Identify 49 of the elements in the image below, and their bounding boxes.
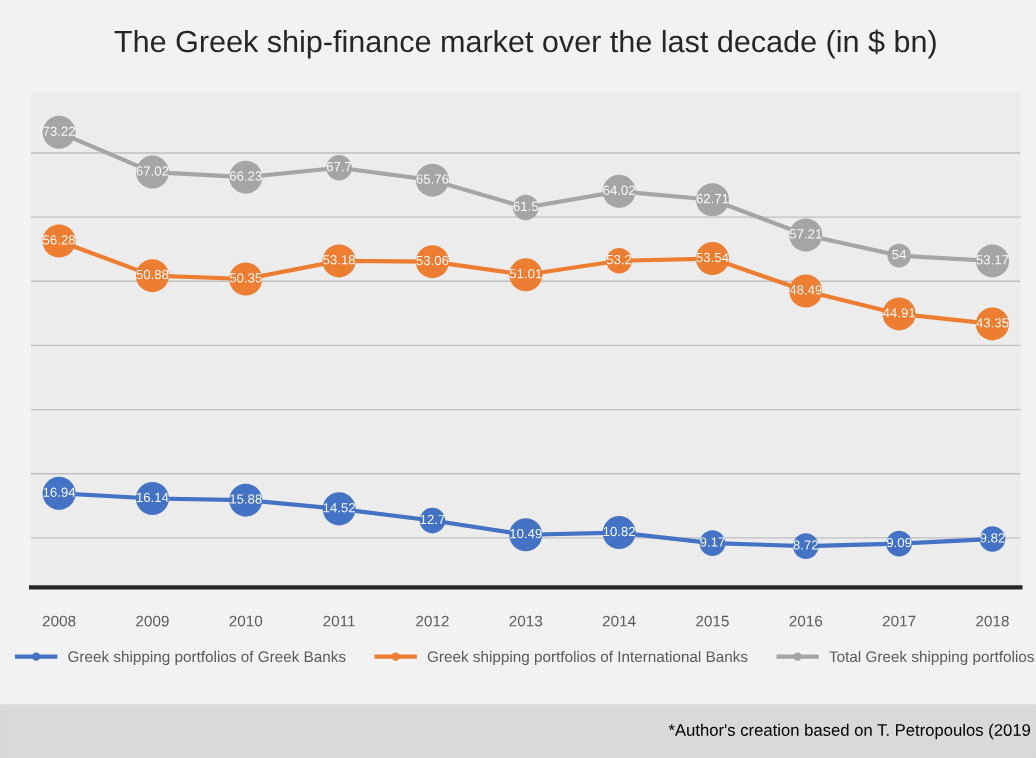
data-label: 10.49 xyxy=(510,528,542,539)
legend-label: Greek shipping portfolios of International Banks xyxy=(427,650,748,666)
text: *Author's creation based on T. Petropoulos (2019 xyxy=(668,723,1031,740)
data-label: 54 xyxy=(892,249,907,260)
x-tick-label: 2017 xyxy=(882,615,916,627)
x-tick-label: 2010 xyxy=(229,615,263,627)
x-tick-label: 2013 xyxy=(509,615,543,627)
data-label: 8.72 xyxy=(793,540,818,550)
chart-title: The Greek ship-finance market over the last decade (in $ bn) xyxy=(114,29,936,59)
data-label: 73.22 xyxy=(43,126,75,136)
data-label: 9.17 xyxy=(700,537,725,547)
data-label: 51.01 xyxy=(509,269,542,279)
x-tick-label: 2011 xyxy=(323,615,355,627)
data-label: 57.21 xyxy=(789,229,822,239)
data-label: 50.88 xyxy=(136,269,169,280)
legend-label: Total Greek shipping portfolios xyxy=(829,650,1034,666)
data-label: 16.14 xyxy=(136,492,169,503)
x-tick-label: 2015 xyxy=(696,615,729,627)
data-label: 61.5 xyxy=(513,201,539,212)
data-label: 66.23 xyxy=(229,171,262,181)
data-label: 9.09 xyxy=(886,537,912,548)
data-label: 53.06 xyxy=(416,255,449,266)
x-tick-label: 2009 xyxy=(136,615,169,627)
x-tick-label: 2014 xyxy=(602,615,636,627)
data-label: 53.54 xyxy=(696,252,729,263)
data-label: 65.76 xyxy=(416,174,449,184)
x-tick-label: 2016 xyxy=(789,615,823,627)
data-label: 12.7 xyxy=(420,514,445,524)
data-label: 62.71 xyxy=(696,193,729,204)
data-label: 9.82 xyxy=(980,533,1005,543)
x-tick-label: 2018 xyxy=(976,615,1009,627)
data-label: 10.82 xyxy=(603,526,635,537)
data-label: 67.02 xyxy=(136,166,169,176)
data-label: 15.88 xyxy=(230,494,262,504)
data-label: 53.17 xyxy=(976,255,1009,265)
data-label: 16.94 xyxy=(43,487,76,497)
data-label: 48.49 xyxy=(789,285,822,295)
data-label: 14.52 xyxy=(323,503,355,513)
x-tick-label: 2012 xyxy=(416,615,449,627)
data-label: 67.7 xyxy=(326,161,352,172)
data-label: 50.35 xyxy=(229,273,262,283)
data-label: 56.28 xyxy=(43,235,76,245)
data-label: 43.35 xyxy=(976,318,1009,328)
data-label: 64.02 xyxy=(603,185,635,195)
data-label: 44.91 xyxy=(882,308,915,318)
legend-label: Greek shipping portfolios of Greek Banks xyxy=(68,650,346,666)
data-label: 53.2 xyxy=(606,254,632,265)
x-tick-label: 2008 xyxy=(42,615,76,627)
data-label: 53.18 xyxy=(323,255,356,265)
